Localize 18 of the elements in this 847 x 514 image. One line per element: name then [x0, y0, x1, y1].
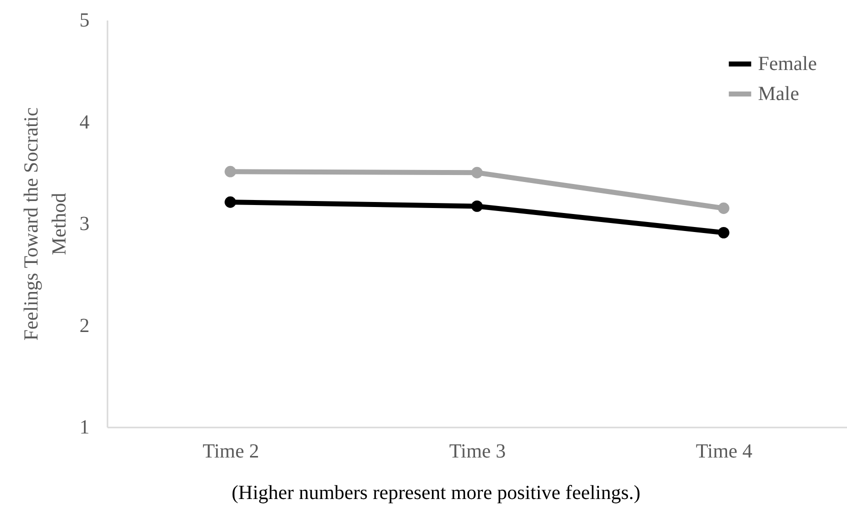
x-tick-label: Time 3	[449, 440, 506, 462]
y-tick-label: 3	[80, 213, 90, 235]
x-tick-label: Time 2	[202, 440, 260, 462]
y-tick-label: 4	[80, 111, 90, 134]
point	[718, 226, 730, 238]
point	[224, 196, 236, 208]
point	[224, 166, 236, 178]
legend-label: Male	[758, 83, 800, 105]
y-tick-label: 2	[80, 314, 90, 337]
y-tick-label: 1	[80, 416, 90, 438]
point	[718, 202, 730, 214]
legend-label: Female	[758, 53, 817, 75]
text: (Higher numbers represent more positive feelings.)	[232, 482, 640, 504]
y-axis-title: Feelings Toward the Socratic Method	[20, 107, 70, 341]
x-tick-label: Time 4	[696, 440, 752, 462]
y-tick-label: 5	[80, 10, 90, 32]
point	[471, 200, 483, 212]
point	[471, 166, 483, 178]
